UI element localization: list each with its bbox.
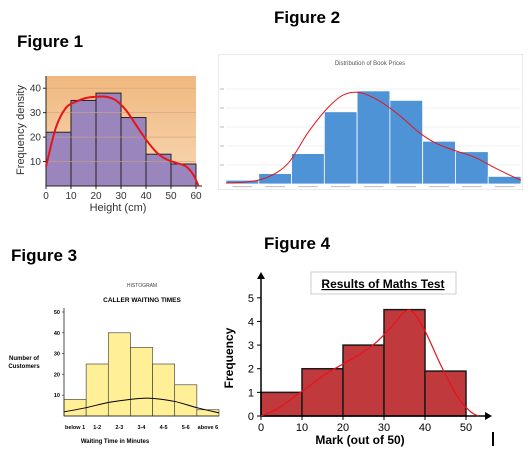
figure-3-bar: [130, 347, 153, 417]
figure-2-bar: [291, 153, 325, 185]
figure-1-y-tick-label: 10: [30, 157, 42, 168]
figure-1-bar: [170, 163, 197, 187]
figure-3-bar: [85, 363, 109, 417]
figure-2-label: Figure 2: [274, 8, 341, 27]
figure-2-curve: [225, 91, 522, 184]
figure-4-x-tick-label: 10: [296, 422, 308, 434]
figure-4-y-tick-label: 5: [248, 293, 254, 305]
figure-1-label: Figure 1: [17, 32, 84, 51]
figure-4-y-tick-label: 4: [248, 316, 254, 328]
figure-3-x-tick-label: 3-4: [138, 425, 147, 431]
figure-3-xlabel: Waiting Time in Minutes: [81, 439, 150, 445]
figure-1-x-tick-label: 40: [140, 191, 152, 202]
figure-2-bar: [356, 90, 391, 185]
figure-4-y-arrow: [257, 272, 265, 279]
figure-2-y-tick-label: [220, 164, 224, 166]
figure-1-x-tick-label: 50: [165, 191, 177, 202]
figure-2-x-tick-label: [363, 186, 384, 188]
figure-2-y-tick-label: [220, 107, 224, 109]
figure-3-ylabel-line1: Number of: [9, 356, 40, 362]
figure-2-bar: [487, 176, 522, 185]
figure-3-x-tick-label: 4-5: [160, 425, 168, 431]
figure-4-x-tick-label: 40: [419, 422, 431, 434]
figure-2-bar: [422, 140, 456, 185]
figure-1-curve: [45, 95, 200, 187]
figure-3-curve: [63, 397, 220, 414]
figure-1-bar: [95, 92, 122, 187]
figure-1-xlabel: Height (cm): [90, 202, 147, 214]
figure-4-bar: [383, 308, 426, 417]
figure-2-x-tick-label: [494, 186, 515, 188]
figure-1-x-tick-label: 10: [65, 191, 77, 202]
figure-1-bar: [45, 131, 72, 187]
figure-4-curve: [260, 309, 479, 417]
figure-1-chart: 0 10 20 30 40 50 60 10 20 30 40 Height (cm) Freque…: [15, 76, 202, 214]
figure-4-y-tick-label: 2: [248, 364, 254, 376]
figure-3-chart: HISTOGRAM CALLER WAITING TIMES Number of…: [8, 283, 220, 445]
figure-3-y-tick-label: 50: [54, 310, 60, 316]
figure-3-x-tick-label: below 1: [65, 425, 85, 431]
figure-4-x-tick-label: 30: [378, 422, 390, 434]
figure-3-x-tick-label: 1-2: [93, 425, 101, 431]
figure-3-y-tick-label: 40: [54, 331, 60, 337]
figure-2-x-tick-label: [396, 186, 417, 188]
figure-2-y-tick-label: [220, 145, 224, 147]
figure-3-label: Figure 3: [11, 246, 78, 265]
figure-2-bar: [389, 100, 424, 185]
figure-1-x-tick-label: 30: [115, 191, 127, 202]
figure-1-x-tick-label: 60: [190, 191, 202, 202]
figure-2-bar: [323, 111, 358, 185]
figure-3-x-tick-label: above 6: [198, 425, 218, 431]
figure-2-x-tick-label: [265, 186, 285, 188]
figure-4-bar: [424, 370, 467, 417]
figure-3-x-tick-label: 2-3: [115, 425, 123, 431]
figure-4-x-tick-label: 20: [337, 422, 349, 434]
figure-1-y-tick-label: 30: [30, 108, 42, 119]
figure-1-y-tick-label: 20: [30, 133, 42, 144]
figure-1-bar: [120, 117, 147, 187]
figure-3-bar: [152, 363, 176, 417]
figure-4-xlabel: Mark (out of 50): [315, 433, 404, 447]
figure-4-label: Figure 4: [264, 234, 331, 253]
figure-1-ylabel: Frequency density: [15, 85, 27, 175]
figure-2-x-tick-label: [330, 186, 351, 188]
figure-3-supertitle: HISTOGRAM: [127, 283, 157, 289]
figure-3-bar: [107, 332, 131, 417]
figure-3-bar: [174, 384, 198, 417]
figure-4-title-box: [310, 271, 457, 295]
figure-2-title: Distribution of Book Prices: [335, 61, 405, 67]
figure-3-y-tick-label: 20: [54, 372, 60, 378]
figure-2-x-tick-label: [232, 186, 253, 188]
figure-1-y-tick-label: 40: [30, 84, 42, 95]
figure-3-title: CALLER WAITING TIMES: [103, 297, 181, 304]
figure-4-y-tick-label: 3: [248, 340, 254, 352]
figure-4-bar: [342, 344, 385, 417]
figure-1-x-tick-label: 20: [90, 191, 102, 202]
figure-2-y-tick-label: [220, 126, 224, 128]
figure-1-bar: [70, 99, 97, 187]
figure-2-y-tick-label: [220, 88, 224, 90]
figure-4-y-tick-label: 0: [248, 411, 254, 423]
figure-3-x-tick-label: 5-6: [182, 425, 190, 431]
figure-2-bar: [455, 151, 489, 185]
figure-3-y-tick-label: 10: [54, 393, 60, 399]
figure-4-title: Results of Maths Test: [321, 277, 444, 291]
figure-4-chart: Results of Maths Test 0 10 20 30 40 50012345 …: [222, 271, 492, 447]
figure-3-bar: [63, 399, 87, 417]
figure-3-y-tick-label: 30: [54, 352, 60, 358]
figure-4-y-tick-label: 1: [248, 387, 254, 399]
figure-4-x-arrow: [485, 412, 492, 420]
figure-2-chart: Distribution of Book Prices: [218, 54, 523, 190]
figure-4-x-tick-label: 0: [258, 422, 264, 434]
figure-2-x-tick-label: [429, 186, 449, 188]
figure-4-x-tick-label: 50: [460, 422, 472, 434]
figure-2-x-tick-label: [462, 186, 482, 188]
figure-4-ylabel: Frequency: [222, 327, 236, 388]
text-cursor-mark: [492, 432, 494, 446]
figure-1-x-tick-label: 0: [43, 191, 49, 202]
figure-3-ylabel-line2: Customers: [8, 364, 40, 370]
figure-2-x-tick-label: [298, 186, 318, 188]
